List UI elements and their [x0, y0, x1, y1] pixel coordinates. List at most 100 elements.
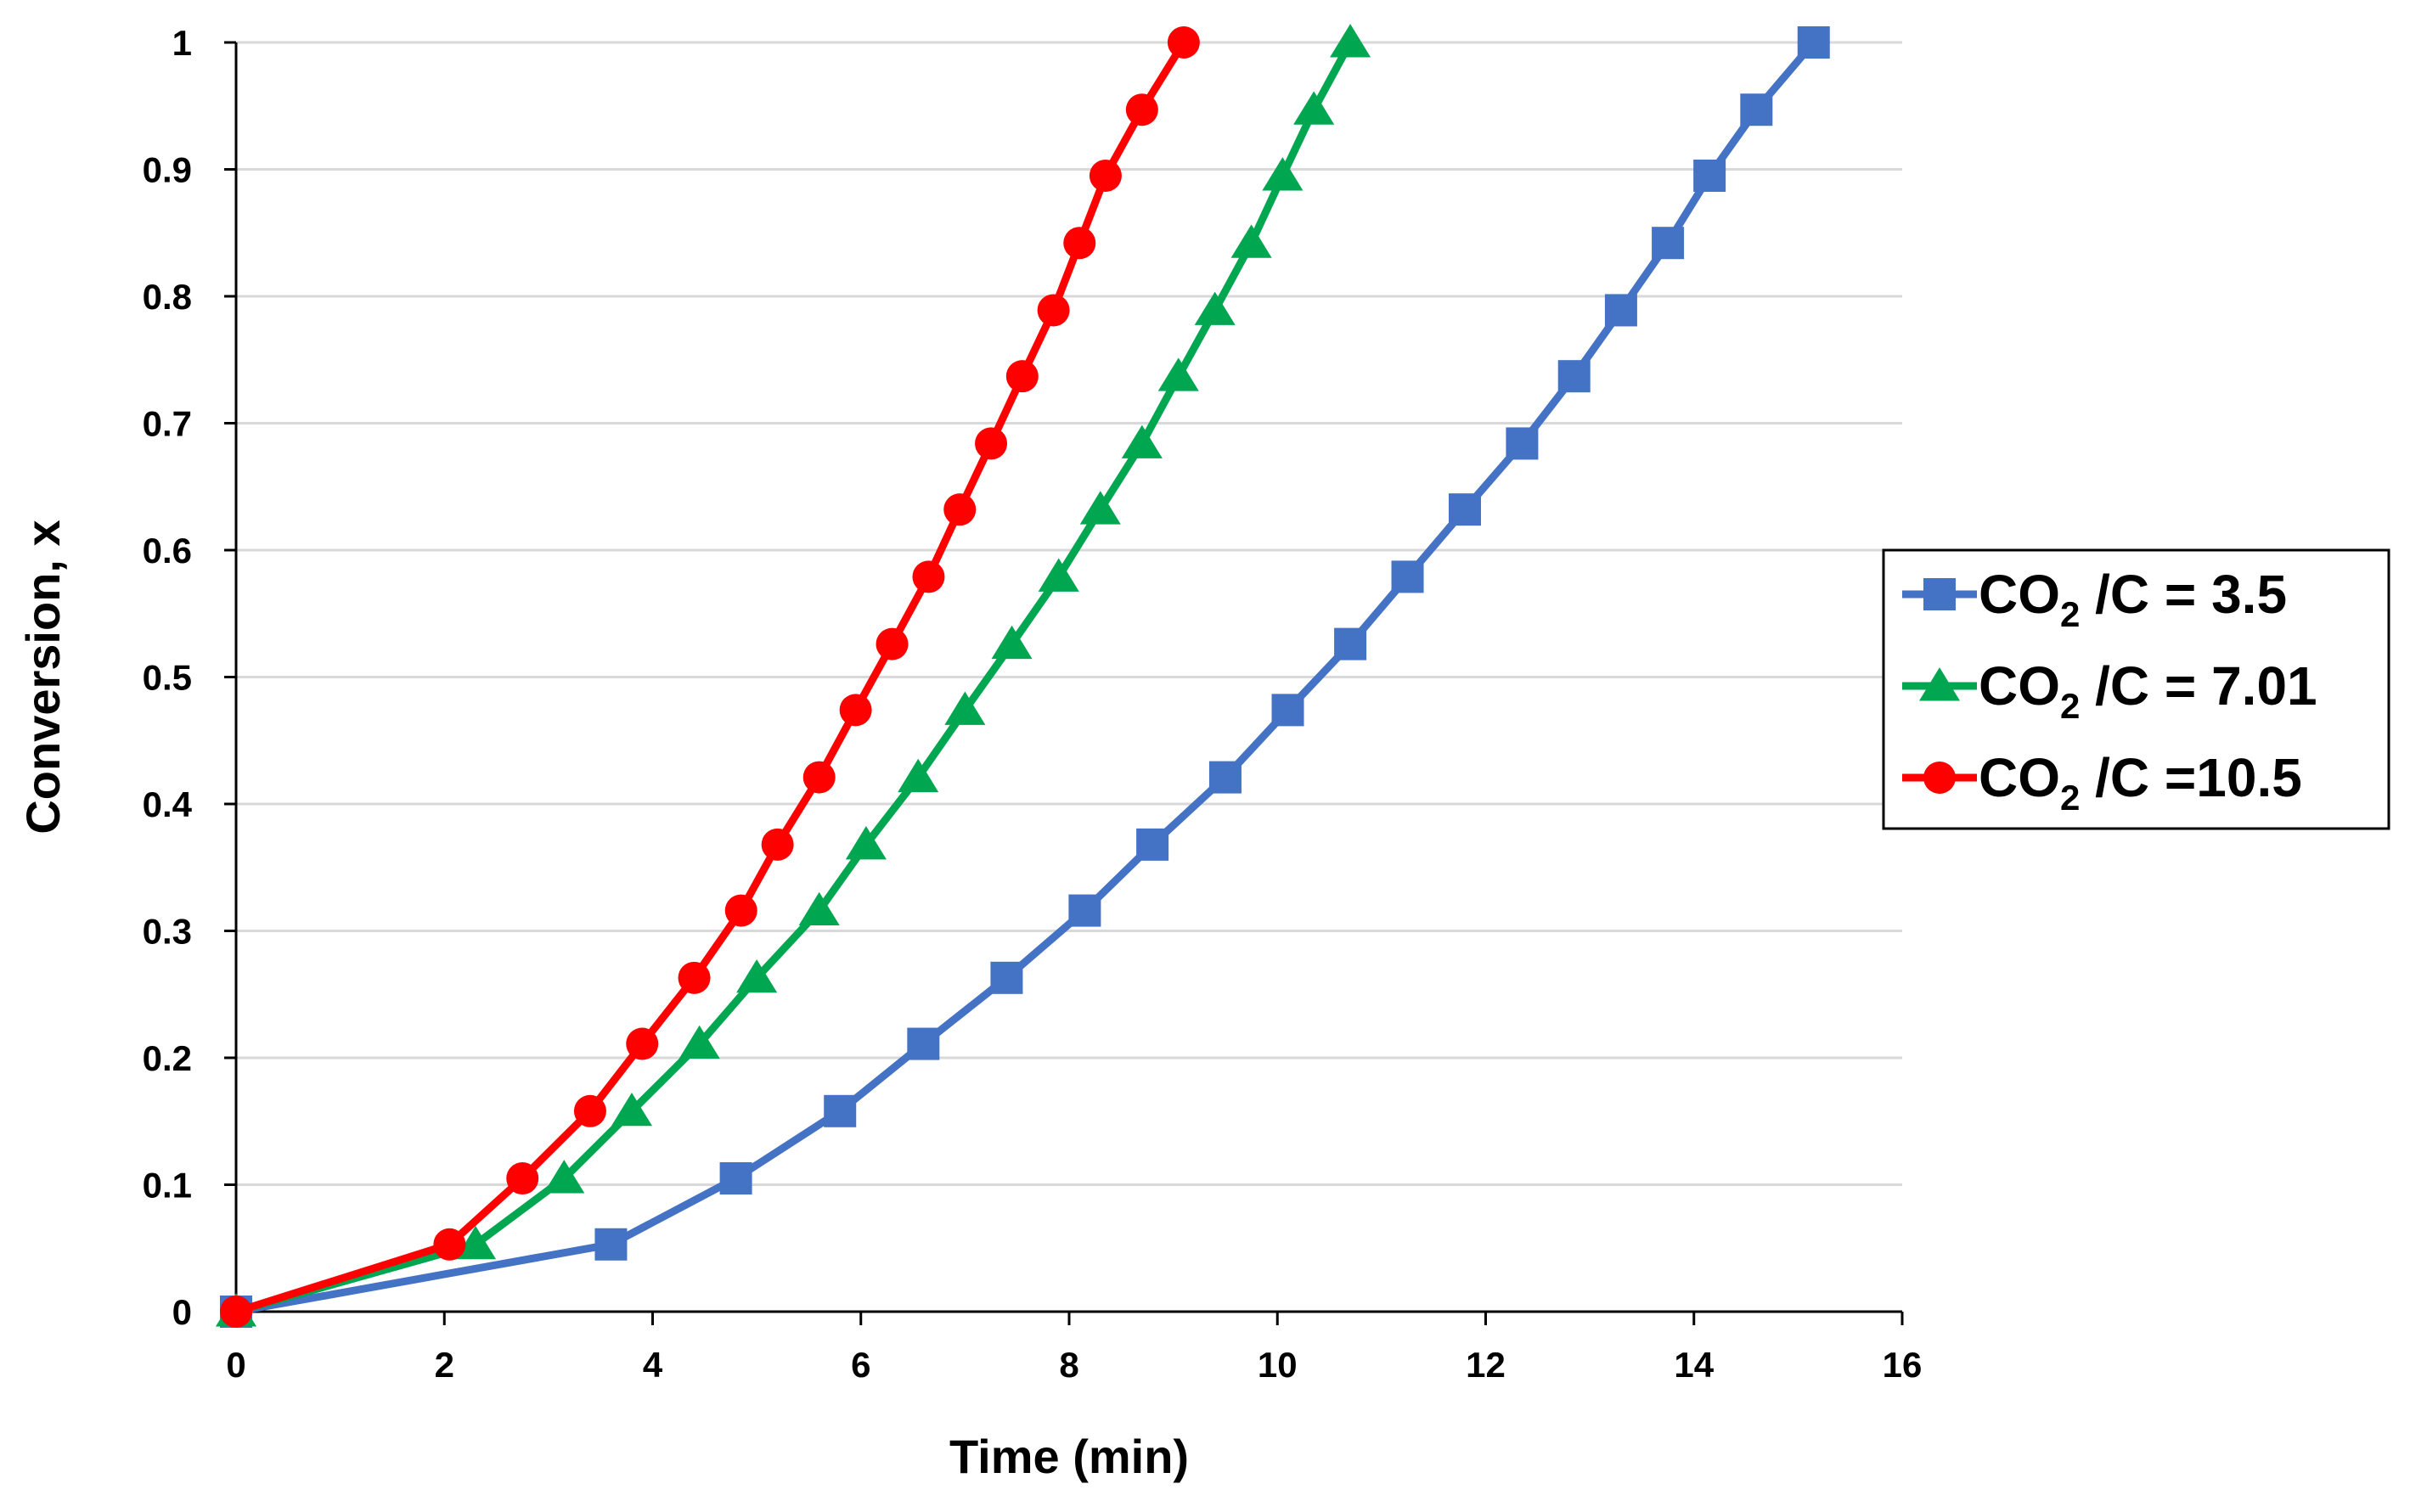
data-point: [1167, 26, 1200, 59]
data-point: [1334, 627, 1367, 660]
data-point: [543, 1160, 585, 1194]
data-point: [1652, 227, 1685, 260]
y-tick-label: 0.9: [143, 150, 192, 190]
data-point: [1136, 828, 1169, 861]
data-point: [1271, 694, 1304, 727]
x-tick-label: 16: [1883, 1345, 1923, 1385]
legend-label-sub: 2: [2060, 594, 2080, 634]
legend-item: CO2 /C = 3.5: [1902, 564, 2287, 634]
data-point: [611, 1092, 653, 1127]
legend-label: CO2 /C = 7.01: [1979, 655, 2317, 726]
data-point: [724, 894, 757, 927]
data-point: [433, 1228, 466, 1261]
series-triangle: [215, 24, 1371, 1327]
legend-label-sub: 2: [2060, 686, 2080, 726]
legend-label-rest: /C = 7.01: [2080, 655, 2317, 717]
data-point: [876, 627, 909, 660]
data-point: [594, 1228, 628, 1261]
legend-label-main: CO: [1979, 655, 2060, 717]
data-point: [1121, 424, 1163, 458]
x-tick-label: 0: [226, 1345, 245, 1385]
x-tick-label: 4: [643, 1345, 663, 1385]
data-point: [1230, 224, 1272, 258]
legend-label-main: CO: [1979, 747, 2060, 808]
x-tick-label: 6: [851, 1345, 870, 1385]
y-axis-title: Conversion, x: [16, 520, 70, 834]
legend-marker: [1923, 578, 1956, 610]
data-point: [944, 691, 986, 725]
data-point: [802, 761, 836, 794]
y-tick-label: 0.6: [143, 531, 192, 571]
legend-marker: [1923, 762, 1956, 794]
series: [215, 24, 1830, 1328]
data-point: [943, 493, 977, 526]
data-point: [1157, 357, 1199, 391]
data-point: [1038, 558, 1079, 592]
data-point: [1262, 157, 1304, 191]
data-point: [1079, 491, 1121, 525]
data-point: [220, 1296, 252, 1328]
data-point: [1693, 159, 1726, 192]
data-point: [719, 1162, 752, 1195]
data-point: [845, 825, 887, 860]
legend-item: CO2 /C = 7.01: [1902, 655, 2317, 726]
data-point: [1125, 93, 1158, 126]
y-tick-label: 0: [172, 1292, 192, 1332]
data-point: [1740, 93, 1773, 126]
y-tick-label: 0.5: [143, 658, 192, 698]
data-point: [1293, 91, 1335, 125]
data-point: [1557, 360, 1591, 393]
x-axis-title: Time (min): [949, 1430, 1189, 1483]
data-point: [798, 891, 840, 926]
data-point: [990, 961, 1023, 994]
legend-label-rest: /C =10.5: [2080, 747, 2302, 808]
data-point: [679, 1025, 720, 1060]
data-point: [1208, 761, 1242, 794]
y-tick-label: 0.2: [143, 1038, 192, 1078]
data-point: [1797, 26, 1830, 59]
data-point: [1005, 360, 1039, 393]
data-point: [1063, 227, 1096, 260]
legend-label-rest: /C = 3.5: [2080, 564, 2287, 625]
y-tick-label: 0.1: [143, 1166, 192, 1206]
legend-label-main: CO: [1979, 564, 2060, 625]
data-point: [761, 828, 794, 861]
x-tick-label: 10: [1258, 1345, 1298, 1385]
data-point: [1448, 493, 1481, 526]
legend-label: CO2 /C = 3.5: [1979, 564, 2287, 634]
data-point: [839, 694, 872, 727]
data-point: [1604, 294, 1637, 327]
data-point: [455, 1225, 497, 1260]
y-ticks: 0 0.1 0.2 0.3 0.4 0.5 0.6 0.7 0.8 0.9 1: [143, 23, 236, 1332]
legend-item: CO2 /C =10.5: [1902, 747, 2302, 818]
x-tick-label: 14: [1674, 1345, 1714, 1385]
data-point: [1194, 291, 1236, 325]
y-tick-label: 1: [172, 23, 192, 63]
series-square: [220, 26, 1830, 1328]
y-tick-label: 0.8: [143, 277, 192, 317]
data-point: [1089, 159, 1122, 192]
data-point: [991, 625, 1033, 660]
data-point: [678, 961, 711, 994]
data-point: [736, 958, 778, 993]
data-point: [824, 1094, 857, 1127]
y-tick-label: 0.3: [143, 912, 192, 952]
data-point: [626, 1027, 659, 1060]
data-point: [1330, 24, 1371, 58]
legend-marker: [1918, 667, 1961, 701]
data-point: [975, 427, 1008, 460]
legend-label: CO2 /C =10.5: [1979, 747, 2302, 818]
grid: [236, 41, 1902, 1186]
data-point: [1068, 894, 1101, 927]
data-point: [506, 1162, 539, 1195]
data-point: [912, 560, 945, 593]
x-ticks: 0 2 4 6 8 10 12 14 16: [226, 1312, 1922, 1385]
x-tick-label: 2: [435, 1345, 454, 1385]
x-tick-label: 12: [1466, 1345, 1506, 1385]
x-tick-label: 8: [1059, 1345, 1078, 1385]
data-point: [907, 1027, 940, 1060]
data-point: [1506, 427, 1539, 460]
